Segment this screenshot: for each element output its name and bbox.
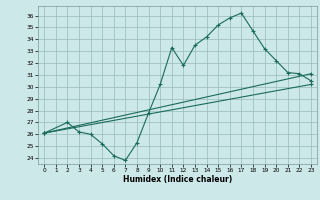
X-axis label: Humidex (Indice chaleur): Humidex (Indice chaleur) xyxy=(123,175,232,184)
